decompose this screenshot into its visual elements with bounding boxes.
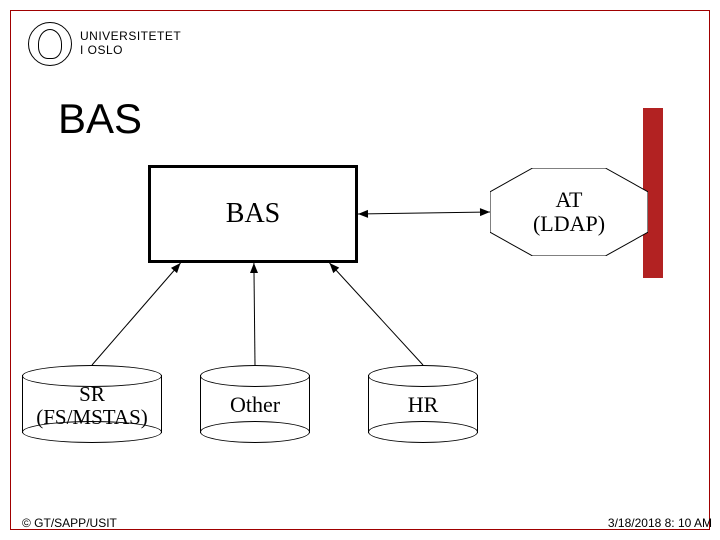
header: UNIVERSITETET I OSLO <box>28 22 181 66</box>
footer-timestamp: 3/18/2018 8: 10 AM <box>608 516 712 530</box>
university-name-line1: UNIVERSITETET <box>80 30 181 44</box>
slide: UNIVERSITETET I OSLO BAS BASAT(LDAP)SR(F… <box>0 0 720 540</box>
footer-copyright: © GT/SAPP/USIT <box>22 516 117 530</box>
seal-figure-icon <box>38 29 62 59</box>
slide-border <box>10 10 710 530</box>
university-name-line2: I OSLO <box>80 44 181 58</box>
university-name: UNIVERSITETET I OSLO <box>80 30 181 58</box>
university-seal-icon <box>28 22 72 66</box>
page-title: BAS <box>58 95 142 143</box>
accent-bar <box>643 108 663 278</box>
